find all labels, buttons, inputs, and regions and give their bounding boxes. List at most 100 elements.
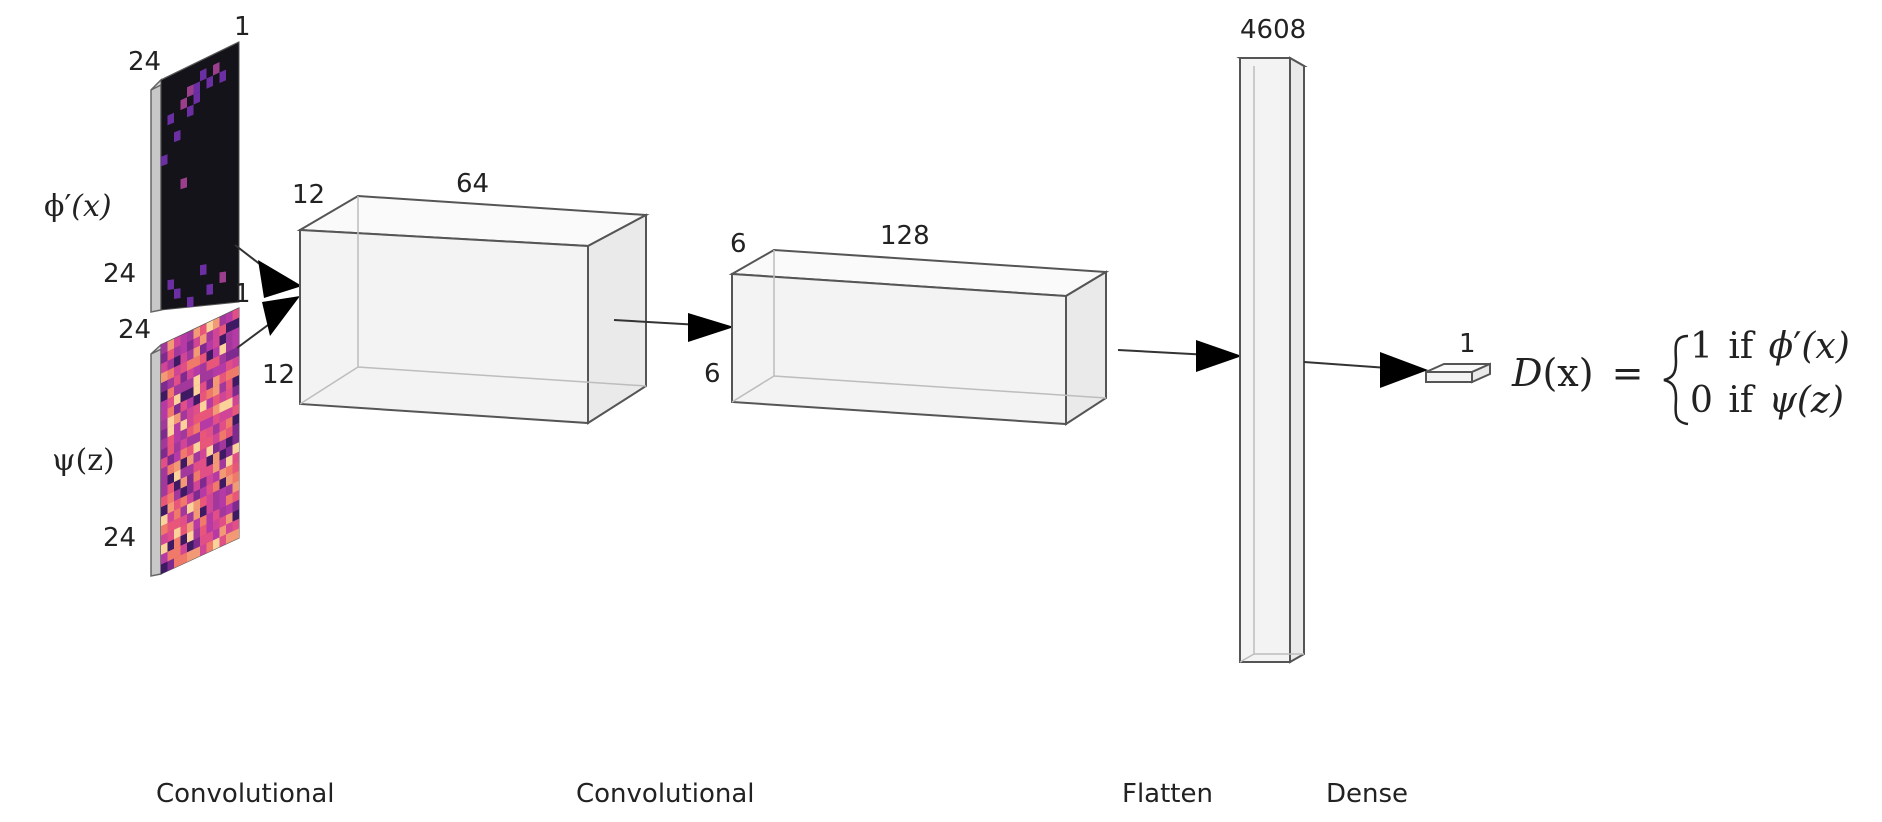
fake-input-pixel: [226, 387, 233, 401]
fake-input-pixel: [180, 351, 187, 365]
fake-input-pixel: [167, 491, 174, 505]
fake-input-pixel: [167, 558, 174, 571]
fake-input-pixel: [174, 402, 181, 416]
output-case-2-arg: (z): [1797, 380, 1844, 421]
fake-input-pixel: [187, 415, 194, 429]
fake-input-pixel: [213, 499, 220, 512]
fake-input-pixel: [174, 412, 181, 425]
fake-input-pixel: [180, 399, 187, 413]
fake-input-pixel: [226, 435, 233, 449]
fake-input-pixel: [174, 450, 181, 463]
fake-input-pixel: [213, 527, 220, 541]
layer-label-conv1: Convolutional: [156, 779, 335, 809]
fake-input-pixel: [226, 445, 233, 458]
output-lhs-d: D: [1511, 351, 1542, 395]
fake-input-pixel: [206, 540, 213, 553]
fake-input-pixel: [174, 374, 181, 387]
fake-input-pixel: [200, 514, 207, 528]
fake-input-pixel: [174, 507, 181, 521]
fake-input-pixel: [161, 494, 168, 508]
fake-input-pixel: [180, 409, 187, 422]
fake-input-pixel: [161, 351, 168, 365]
fake-input-pixel: [226, 378, 233, 391]
fake-input-pixel: [213, 518, 220, 531]
fake-input-pixel: [187, 434, 194, 448]
input-to-conv1-arrows: [234, 244, 302, 349]
fake-input-pixel: [213, 355, 220, 369]
fake-input-label: ψ(z): [52, 443, 115, 478]
fake-input-pixel: [161, 380, 168, 393]
fake-input-pixel: [193, 326, 200, 340]
real-input-label-arg: (x): [71, 189, 111, 224]
real-input-pixel: [174, 129, 181, 143]
fake-input-pixel: [226, 454, 233, 468]
flatten-column: [1236, 56, 1308, 664]
fake-input-pixel: [174, 479, 181, 492]
fake-input-pixel: [167, 405, 174, 419]
fake-input-pixel: [193, 355, 200, 368]
fake-input-pixel: [226, 397, 233, 410]
fake-input-pixels: [161, 308, 239, 574]
fake-input-pixel: [193, 403, 200, 416]
layer-label-dense: Dense: [1326, 779, 1408, 809]
real-input-pixel: [206, 283, 213, 295]
fake-input-pixel: [226, 493, 233, 506]
fake-input-pixel: [206, 358, 213, 372]
fake-input-pixel: [161, 437, 168, 450]
fake-input-pixel: [226, 406, 233, 420]
fake-input-pixel: [232, 413, 239, 426]
fake-input-pixel: [213, 346, 220, 359]
fake-input-pixel: [226, 359, 233, 372]
fake-input-pixel: [206, 454, 213, 467]
real-input-pixel: [187, 104, 194, 118]
dense-unit: [1425, 362, 1491, 384]
fake-input-pixel: [232, 480, 239, 494]
fake-input-pixel: [187, 473, 194, 486]
fake-input-pixel: [167, 367, 174, 381]
fake-input-pixel: [219, 362, 226, 375]
fake-input-pixel: [219, 496, 226, 509]
fake-input-pixel: [167, 501, 174, 514]
real-input-dim-bottom: 24: [103, 259, 136, 289]
fake-input-pixel: [180, 504, 187, 518]
fake-input-pixel: [232, 423, 239, 436]
fake-input-pixel: [167, 415, 174, 428]
fake-input-pixel: [161, 551, 168, 565]
fake-input-pixel: [213, 537, 220, 550]
fake-input-pixel: [193, 450, 200, 464]
fake-input-pixel: [206, 444, 213, 458]
fake-input-pixel: [187, 367, 194, 381]
fake-input-pixel: [206, 473, 213, 486]
fake-input-pixel: [206, 387, 213, 400]
fake-input-pixel: [161, 542, 168, 555]
fake-input-pixel: [232, 384, 239, 398]
fake-input-pixel: [232, 528, 239, 541]
fake-input-pixel: [219, 524, 226, 538]
real-input-dim-depth: 1: [234, 12, 251, 42]
fake-input-pixel: [219, 438, 226, 452]
fake-input-pixel: [174, 545, 181, 559]
real-input-pixel: [200, 264, 207, 276]
fake-input-pixel: [206, 320, 213, 333]
fake-input-pixel: [213, 326, 220, 340]
fake-input-pixel: [232, 375, 239, 388]
fake-input-pixel: [174, 555, 181, 568]
fake-input-pixel: [161, 456, 168, 469]
fake-input-pixel: [167, 548, 174, 562]
fake-input-pixel: [193, 364, 200, 378]
fake-input-pixel: [206, 396, 213, 410]
fake-input-pixel: [161, 523, 168, 536]
fake-input-pixel: [200, 380, 207, 394]
fake-input-pixel: [226, 311, 233, 324]
fake-input-pixel: [226, 512, 233, 525]
fake-input-pixel: [174, 488, 181, 502]
fake-input-pixel: [226, 464, 233, 477]
fake-input-pixel: [161, 341, 168, 355]
fake-input-pixel: [187, 358, 194, 371]
fake-input-pixel: [213, 393, 220, 407]
real-input-pixels: [161, 62, 226, 308]
fake-input-pixel: [219, 333, 226, 346]
fake-input-pixel: [213, 508, 220, 522]
fake-input-pixel: [206, 502, 213, 515]
fake-input-pixel: [226, 531, 233, 544]
